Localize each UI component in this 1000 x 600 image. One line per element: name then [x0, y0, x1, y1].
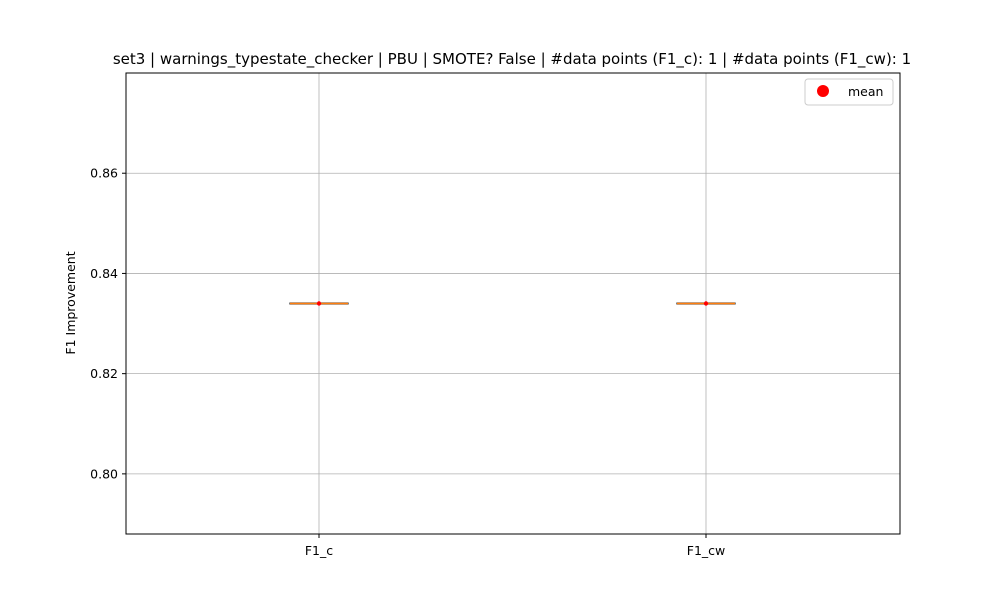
chart-title: set3 | warnings_typestate_checker | PBU …	[113, 50, 911, 69]
grid-lines	[126, 73, 900, 534]
box-series	[289, 301, 736, 306]
box-F1_cw	[676, 301, 736, 306]
box-F1_c	[289, 301, 349, 306]
y-tick-label: 0.86	[90, 166, 118, 181]
legend: mean	[804, 78, 894, 106]
legend-frame	[804, 78, 894, 106]
x-tick-label: F1_c	[305, 543, 333, 558]
legend-mean-label: mean	[848, 84, 883, 99]
y-tick-label: 0.84	[90, 266, 118, 281]
legend-mean-marker	[817, 85, 829, 97]
mean-marker	[703, 301, 709, 306]
y-tick-label: 0.82	[90, 366, 118, 381]
x-tick-label: F1_cw	[687, 543, 726, 558]
x-axis-ticks: F1_c F1_cw	[305, 534, 725, 558]
y-axis-ticks: 0.80 0.82 0.84 0.86	[90, 166, 126, 481]
mean-marker	[316, 301, 322, 306]
y-axis-label: F1 Improvement	[63, 251, 78, 354]
y-tick-label: 0.80	[90, 466, 118, 481]
plot-area-frame	[125, 72, 901, 535]
